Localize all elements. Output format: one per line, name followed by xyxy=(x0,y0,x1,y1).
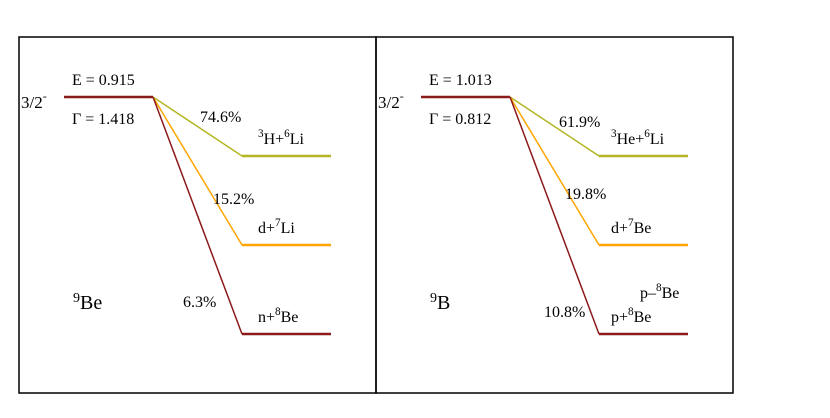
channel-label-part: Be xyxy=(634,220,652,237)
branching-ratio-label: 10.8% xyxy=(544,304,585,321)
decay-branch-line xyxy=(152,96,243,246)
extra-channel-label-part: Be xyxy=(662,285,680,302)
nucleus-label-part: Be xyxy=(80,292,102,314)
channel-label: 3He+6Li xyxy=(611,128,665,148)
channel-label: d+7Be xyxy=(611,217,651,237)
nucleus-label-part: 9 xyxy=(430,291,437,306)
channel-label-part: He+ xyxy=(617,131,645,148)
channel-label-part: 7 xyxy=(628,217,634,229)
branching-ratio-label: 6.3% xyxy=(183,294,216,311)
width-label: Γ = 0.812 xyxy=(429,111,491,128)
channel-label-part: 6 xyxy=(284,128,290,140)
parity-value: - xyxy=(400,89,404,103)
width-label: Γ = 1.418 xyxy=(72,111,134,128)
channel-label-part: 7 xyxy=(275,217,281,229)
channel-label: d+7Li xyxy=(258,217,295,237)
channel-label-part: Li xyxy=(281,220,296,237)
channel-label: p+8Be xyxy=(611,306,651,326)
spin-value: 3/2 xyxy=(21,93,43,112)
channel-label-part: H+ xyxy=(264,131,285,148)
channel-label: 3H+6Li xyxy=(258,128,305,148)
spin-value: 3/2 xyxy=(378,93,400,112)
branching-ratio-label: 61.9% xyxy=(559,114,600,131)
nucleus-label: 9B xyxy=(430,291,450,314)
branching-ratio-label: 19.8% xyxy=(565,186,606,203)
decay-branch-line xyxy=(152,96,243,157)
decay-branch-line xyxy=(152,96,243,335)
panel-frame-right xyxy=(375,36,734,394)
channel-label-part: n+ xyxy=(258,309,275,326)
channel-label-part: d+ xyxy=(258,220,275,237)
branching-ratio-label: 74.6% xyxy=(200,109,241,126)
extra-channel-label-part: p– xyxy=(640,285,657,302)
extra-channel-label-part: 8 xyxy=(656,282,662,294)
channel-label-part: Be xyxy=(281,309,299,326)
decay-branch-line xyxy=(509,96,600,246)
channel-label-part: d+ xyxy=(611,220,628,237)
nucleus-label: 9Be xyxy=(73,291,102,314)
panel-right: 3/2- E = 1.013 Γ = 0.812 61.9% 3He+6Li 19.8% d… xyxy=(378,72,688,336)
energy-label: E = 0.915 xyxy=(72,72,135,89)
spin-parity-label: 3/2- xyxy=(378,89,404,112)
channel-label-part: Li xyxy=(650,131,665,148)
channel-label-part: p+ xyxy=(611,309,628,326)
branching-ratio-label: 15.2% xyxy=(213,191,254,208)
parity-value: - xyxy=(43,89,47,103)
extra-channel-label: p–8Be xyxy=(640,282,679,302)
channel-label-part: 8 xyxy=(275,306,281,318)
channel-label-part: 3 xyxy=(611,128,617,140)
decay-branch-line xyxy=(509,96,600,157)
channel-label: n+8Be xyxy=(258,306,298,326)
nucleus-label-part: 9 xyxy=(73,291,80,306)
energy-label: E = 1.013 xyxy=(429,72,492,89)
channel-label-part: 6 xyxy=(644,128,650,140)
decay-branch-line xyxy=(509,96,600,335)
channel-label-part: 8 xyxy=(628,306,634,318)
nucleus-label-part: B xyxy=(437,292,450,314)
channel-label-part: Li xyxy=(290,131,305,148)
channel-label-part: Be xyxy=(634,309,652,326)
channel-label-part: 3 xyxy=(258,128,264,140)
spin-parity-label: 3/2- xyxy=(21,89,47,112)
